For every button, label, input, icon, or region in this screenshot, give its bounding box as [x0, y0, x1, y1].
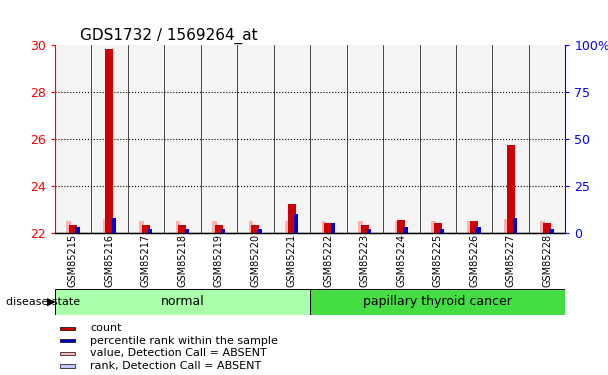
Bar	[470, 221, 478, 232]
Bar	[103, 219, 108, 232]
Bar	[288, 204, 296, 232]
Text: papillary thyroid cancer: papillary thyroid cancer	[364, 296, 512, 308]
Bar	[294, 214, 299, 232]
Bar	[331, 230, 335, 232]
Bar	[347, 45, 383, 232]
Bar	[66, 221, 71, 232]
Bar	[237, 45, 274, 232]
Bar	[55, 289, 310, 315]
Bar	[513, 217, 517, 232]
Bar	[513, 230, 517, 232]
Bar	[60, 339, 75, 342]
Bar	[178, 225, 187, 232]
Bar	[201, 45, 237, 232]
Bar	[358, 221, 363, 232]
Bar	[543, 223, 551, 232]
Bar	[440, 229, 444, 232]
Bar	[105, 48, 114, 232]
Bar	[477, 230, 481, 232]
Bar	[504, 219, 509, 232]
Bar	[251, 225, 260, 232]
Bar	[310, 289, 565, 315]
Text: disease state: disease state	[6, 297, 80, 307]
Bar	[69, 225, 77, 232]
Bar	[60, 364, 75, 368]
Bar	[456, 45, 492, 232]
Bar	[404, 227, 408, 232]
Bar	[331, 223, 335, 232]
Bar	[420, 45, 456, 232]
Text: ▶: ▶	[47, 297, 56, 307]
Bar	[324, 223, 333, 232]
Bar	[148, 229, 153, 232]
Bar	[112, 230, 116, 232]
Bar	[185, 229, 189, 232]
Bar	[142, 225, 150, 232]
Text: count: count	[91, 323, 122, 333]
Bar	[506, 145, 515, 232]
Bar	[139, 221, 144, 232]
Bar	[221, 230, 226, 232]
Bar	[75, 227, 80, 232]
Bar	[91, 45, 128, 232]
Bar	[550, 229, 554, 232]
Bar	[440, 230, 444, 232]
Text: GDS1732 / 1569264_at: GDS1732 / 1569264_at	[80, 27, 258, 44]
Bar	[185, 230, 189, 232]
Bar	[258, 230, 262, 232]
Bar	[434, 223, 442, 232]
Bar	[395, 221, 399, 232]
Bar	[249, 221, 254, 232]
Bar	[176, 221, 181, 232]
Bar	[477, 227, 481, 232]
Bar	[285, 221, 290, 232]
Bar	[361, 225, 369, 232]
Bar	[75, 230, 80, 232]
Bar	[541, 221, 545, 232]
Bar	[128, 45, 164, 232]
Bar	[492, 45, 529, 232]
Bar	[431, 221, 436, 232]
Bar	[468, 221, 472, 232]
Text: rank, Detection Call = ABSENT: rank, Detection Call = ABSENT	[91, 361, 261, 371]
Text: percentile rank within the sample: percentile rank within the sample	[91, 336, 278, 346]
Bar	[274, 45, 310, 232]
Bar	[322, 221, 326, 232]
Bar	[367, 229, 371, 232]
Bar	[215, 225, 223, 232]
Bar	[258, 229, 262, 232]
Text: value, Detection Call = ABSENT: value, Detection Call = ABSENT	[91, 348, 268, 358]
Bar	[221, 229, 226, 232]
Bar	[294, 230, 299, 232]
Bar	[60, 327, 75, 330]
Bar	[404, 230, 408, 232]
Bar	[148, 230, 153, 232]
Bar	[529, 45, 565, 232]
Bar	[550, 230, 554, 232]
Bar	[310, 45, 347, 232]
Bar	[60, 352, 75, 355]
Bar	[164, 45, 201, 232]
Bar	[397, 220, 406, 232]
Bar	[55, 45, 91, 232]
Bar	[212, 221, 217, 232]
Bar	[112, 217, 116, 232]
Text: normal: normal	[161, 296, 204, 308]
Bar	[383, 45, 420, 232]
Bar	[367, 230, 371, 232]
